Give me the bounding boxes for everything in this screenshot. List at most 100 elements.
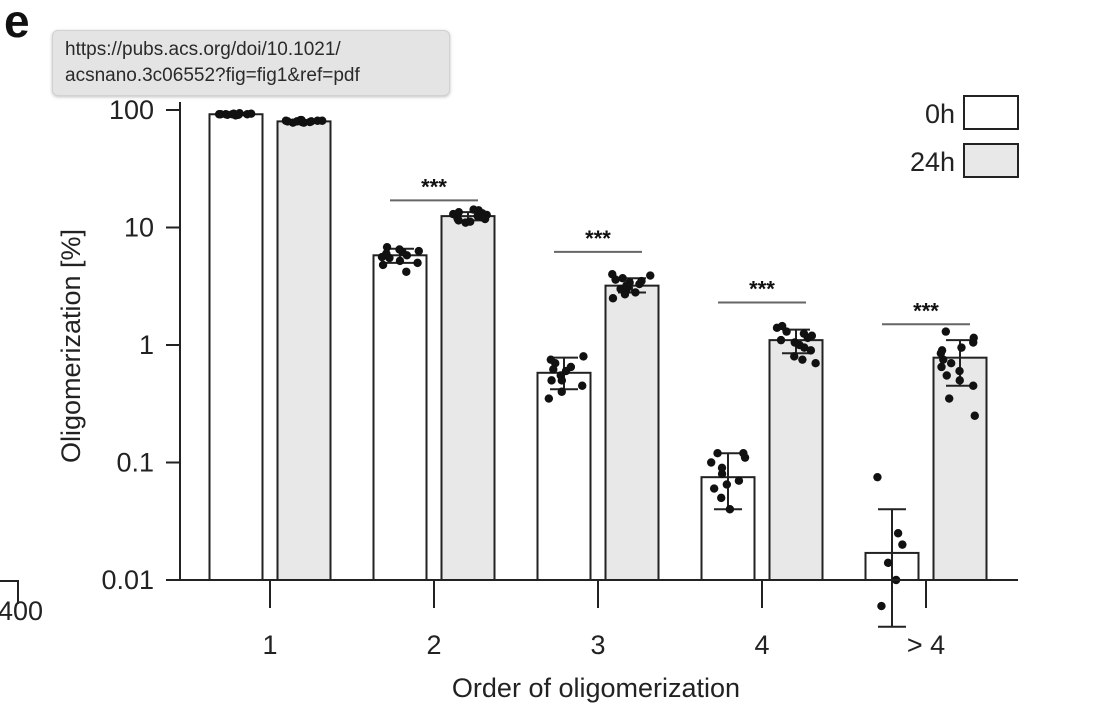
bar-24h-cat-4 — [768, 339, 824, 581]
x-tick-label: 3 — [590, 630, 605, 660]
data-point — [546, 355, 556, 364]
data-point — [937, 346, 947, 355]
data-point — [469, 205, 478, 214]
data-point — [557, 387, 566, 396]
x-tick-label: > 4 — [907, 630, 945, 660]
tooltip-line-1: https://pubs.acs.org/doi/10.1021/ — [65, 39, 341, 60]
data-point — [941, 327, 951, 336]
legend: 0h 24h — [910, 95, 1019, 178]
x-tick-label: 4 — [754, 630, 769, 660]
data-point — [709, 484, 719, 493]
y-tick-label: 100 — [109, 95, 154, 125]
data-point — [618, 274, 627, 283]
significance-label: *** — [585, 226, 611, 251]
x-axis-label: Order of oligomerization — [452, 673, 740, 703]
significance-label: *** — [913, 298, 939, 323]
bars-layer — [208, 113, 988, 582]
y-tick-label: 0.01 — [101, 565, 154, 595]
data-point — [395, 256, 405, 266]
data-point — [631, 288, 640, 297]
data-point — [898, 540, 907, 549]
bar-24h-cat-5 — [932, 356, 988, 582]
dots-layer — [214, 108, 979, 628]
data-point — [883, 558, 893, 568]
data-point — [877, 601, 886, 611]
data-point — [549, 365, 558, 374]
data-point — [578, 381, 587, 390]
data-point — [942, 371, 951, 380]
legend-swatch-0h — [963, 95, 1019, 130]
data-point — [725, 505, 735, 514]
data-point — [776, 335, 786, 345]
data-point — [395, 245, 404, 254]
axes-layer: 0.01 0.1 1 10 100 1 2 3 4 > 4 — [101, 95, 1018, 660]
data-point — [807, 331, 817, 340]
x-tick-label: 1 — [262, 630, 277, 660]
bar-24h-cat-1 — [276, 120, 332, 581]
tooltip-line-2: acsnano.3c06552?fig=fig1&ref=pdf — [65, 65, 360, 86]
data-point — [734, 476, 744, 485]
data-point — [625, 278, 634, 287]
bar-24h-cat-3 — [604, 284, 660, 581]
data-point — [806, 346, 816, 355]
data-point — [970, 411, 979, 420]
data-point — [382, 242, 392, 252]
data-point — [223, 110, 232, 120]
data-point — [454, 207, 464, 217]
data-point — [713, 448, 722, 458]
data-point — [800, 343, 809, 352]
bar-0h-cat-2 — [372, 254, 428, 581]
y-axis-label: Oligomerization [%] — [56, 229, 86, 463]
data-point — [798, 355, 807, 364]
data-point — [297, 117, 307, 127]
data-point — [790, 352, 799, 361]
data-point — [611, 275, 620, 284]
data-point — [893, 529, 903, 538]
data-point — [969, 333, 978, 343]
bar-0h-cat-3 — [536, 371, 592, 581]
data-point — [799, 329, 809, 338]
data-point — [717, 463, 727, 473]
data-point — [969, 381, 978, 390]
y-tick-label: 10 — [124, 213, 154, 243]
data-point — [557, 376, 567, 385]
data-point — [939, 355, 948, 364]
data-point — [944, 394, 954, 403]
url-tooltip: https://pubs.acs.org/doi/10.1021/ acsnan… — [52, 30, 450, 96]
legend-label-24h: 24h — [910, 147, 955, 177]
y-tick-label: 0.1 — [116, 448, 154, 478]
data-point — [544, 394, 554, 403]
data-point — [608, 294, 618, 303]
x-tick-label: 2 — [426, 630, 441, 660]
data-point — [790, 338, 799, 347]
data-point — [717, 493, 726, 503]
data-point — [414, 246, 423, 256]
data-point — [281, 116, 291, 125]
y-tick-label: 1 — [139, 330, 154, 360]
data-point — [957, 343, 966, 352]
panel-label: e — [4, 0, 30, 47]
data-point — [305, 117, 315, 127]
data-point — [413, 258, 422, 268]
data-point — [313, 116, 322, 125]
data-point — [946, 359, 956, 368]
data-point — [377, 252, 387, 262]
data-point — [637, 276, 646, 286]
legend-swatch-24h — [963, 143, 1019, 178]
data-point — [873, 472, 882, 482]
data-point — [402, 267, 411, 276]
data-point — [722, 480, 732, 489]
data-point — [646, 271, 655, 280]
data-point — [235, 108, 244, 118]
data-point — [706, 458, 716, 467]
significance-label: *** — [421, 174, 447, 199]
cropped-neighbor-axis — [0, 580, 19, 604]
data-point — [465, 217, 475, 226]
data-point — [473, 211, 483, 220]
data-point — [937, 362, 946, 372]
data-point — [547, 376, 556, 385]
bar-0h-cat-1 — [208, 113, 264, 581]
bar-24h-cat-2 — [440, 215, 496, 581]
significance-label: *** — [749, 276, 775, 301]
